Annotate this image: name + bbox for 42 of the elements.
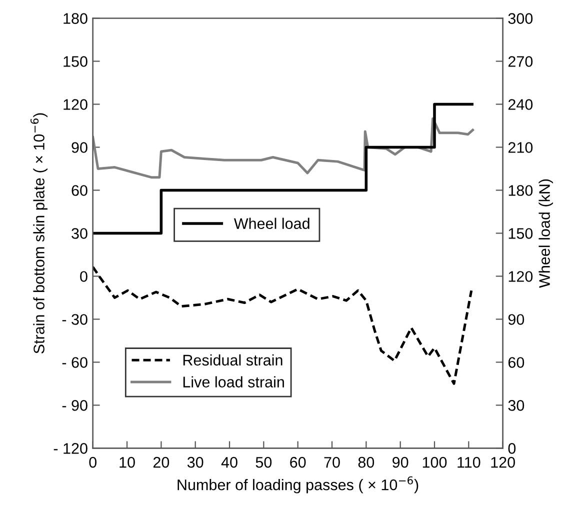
y-tick-label: - 60 bbox=[62, 357, 88, 368]
x-tick-label: 40 bbox=[221, 456, 238, 468]
x-tick-label: 60 bbox=[290, 456, 306, 468]
y-tick-label: 120 bbox=[64, 99, 88, 110]
y-tick-label: 30 bbox=[72, 228, 88, 239]
y2-axis-title: Wheel load (kN) bbox=[538, 179, 553, 288]
line-series bbox=[92, 117, 474, 179]
legend-label: Wheel load bbox=[234, 218, 310, 229]
y2-tick-label: 150 bbox=[508, 228, 533, 239]
x-tick-label: 0 bbox=[89, 456, 97, 468]
y-tick-label: 60 bbox=[72, 185, 88, 196]
y-axis-title: Strain of bottom skin plate ( × 10$^{−6}$) bbox=[30, 113, 48, 354]
y-tick-label: - 120 bbox=[54, 443, 88, 454]
y2-tick-label: 270 bbox=[508, 56, 533, 67]
legend-label: Residual strain bbox=[183, 354, 282, 366]
x-tick-label: 100 bbox=[422, 456, 447, 468]
x-tick-label: 70 bbox=[324, 456, 340, 468]
x-tick-label: 90 bbox=[392, 456, 408, 468]
y2-tick-label: 180 bbox=[508, 185, 533, 196]
y2-tick-label: 60 bbox=[508, 357, 524, 368]
y2-tick-label: 90 bbox=[508, 314, 524, 325]
x-tick-label: 20 bbox=[153, 456, 170, 468]
y-tick-label: 150 bbox=[64, 56, 88, 67]
x-tick-label: 30 bbox=[187, 456, 204, 468]
x-tick-label: 80 bbox=[358, 456, 374, 468]
y2-tick-label: 240 bbox=[508, 99, 533, 110]
y-tick-label: 90 bbox=[72, 142, 88, 153]
x-tick-label: 10 bbox=[120, 456, 135, 468]
y2-tick-label: 120 bbox=[508, 271, 533, 282]
y-tick-label: - 90 bbox=[62, 400, 88, 411]
y-tick-label: 180 bbox=[64, 13, 88, 24]
x-tick-label: 110 bbox=[458, 456, 480, 468]
y2-tick-label: 300 bbox=[508, 13, 533, 24]
y-tick-label: - 30 bbox=[62, 314, 88, 325]
x-axis-title: Number of loading passes ( × 10$^{−6}$) bbox=[178, 476, 418, 494]
y2-tick-label: 30 bbox=[508, 400, 524, 411]
y2-tick-label: 210 bbox=[508, 142, 533, 153]
legend-label: Live load strain bbox=[183, 376, 284, 388]
y2-tick-label: 0 bbox=[508, 443, 516, 454]
x-tick-label: 50 bbox=[256, 456, 272, 468]
x-tick-label: 120 bbox=[491, 456, 515, 468]
y-tick-label: 0 bbox=[80, 271, 88, 282]
